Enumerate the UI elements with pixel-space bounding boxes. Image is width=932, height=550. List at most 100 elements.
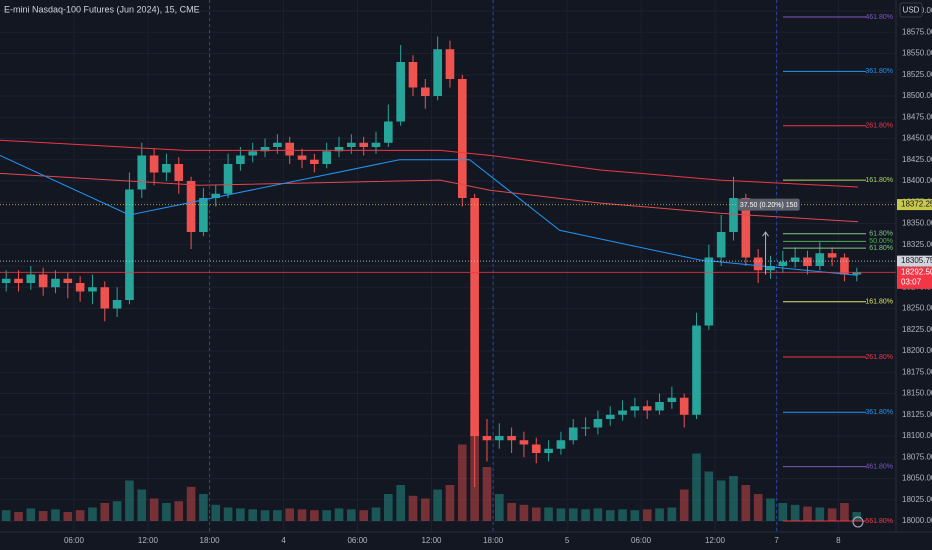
fib-label: 361.80% bbox=[865, 68, 893, 75]
volume-bar bbox=[655, 508, 664, 521]
x-tick-label: 4 bbox=[281, 536, 286, 545]
candle-body bbox=[1, 278, 11, 283]
volume-bar bbox=[482, 467, 492, 521]
volume-bar bbox=[568, 508, 578, 521]
volume-bar bbox=[729, 476, 738, 521]
y-tick-label: 18450.00 bbox=[902, 134, 932, 143]
currency-button[interactable] bbox=[899, 2, 923, 18]
candle-body bbox=[667, 397, 677, 402]
volume-bar bbox=[519, 504, 529, 521]
candle-body bbox=[26, 274, 36, 283]
candle-body bbox=[445, 49, 455, 79]
volume-bar bbox=[285, 508, 295, 521]
volume-bar bbox=[322, 510, 332, 521]
axes: 18000.00 18025.00 18050.00 18075.00 18100.00… bbox=[64, 6, 932, 545]
ma-line bbox=[0, 139, 859, 188]
volume-bar bbox=[334, 508, 344, 521]
candle-body bbox=[63, 278, 73, 283]
y-tick-label: 18575.00 bbox=[902, 27, 932, 36]
candle-body bbox=[790, 257, 800, 262]
fib-label: 61.80% bbox=[869, 231, 893, 238]
volume-bar bbox=[840, 503, 849, 521]
volume-bar bbox=[667, 507, 677, 521]
volume-bar bbox=[273, 510, 282, 521]
candle-body bbox=[655, 402, 664, 411]
volume-bar bbox=[149, 498, 159, 521]
volume-bar bbox=[852, 512, 862, 521]
y-tick-label: 18075.00 bbox=[902, 452, 932, 461]
volume-bar bbox=[556, 508, 566, 521]
volume-bar bbox=[408, 495, 418, 521]
volume-bar bbox=[827, 508, 837, 521]
candle-body bbox=[408, 62, 418, 88]
y-tick-label: 18200.00 bbox=[902, 346, 932, 355]
candle-body bbox=[162, 164, 171, 173]
candle-body bbox=[186, 181, 196, 232]
volume-bar bbox=[137, 489, 147, 521]
ma-line bbox=[0, 155, 859, 276]
volume-bar bbox=[531, 507, 541, 521]
candle-body bbox=[605, 414, 615, 419]
x-tick-label: 06:00 bbox=[631, 536, 652, 545]
y-tick-label: 18125.00 bbox=[902, 410, 932, 419]
price-tag bbox=[897, 255, 932, 267]
fib-label: 50.00% bbox=[869, 238, 893, 245]
candle-body bbox=[778, 261, 788, 266]
volume-bar bbox=[297, 509, 307, 521]
candle-body bbox=[223, 164, 233, 194]
candle-body bbox=[519, 440, 529, 445]
candle-body bbox=[840, 257, 849, 275]
volume-bar bbox=[14, 512, 23, 521]
volume-bar bbox=[790, 504, 800, 521]
y-tick-label: 18225.00 bbox=[902, 325, 932, 334]
candle-body bbox=[544, 448, 553, 453]
replay-icon[interactable] bbox=[852, 516, 864, 528]
candle-body bbox=[556, 440, 566, 449]
y-tick-label: 18500.00 bbox=[902, 91, 932, 100]
volume-bar bbox=[100, 503, 110, 521]
candle-body bbox=[482, 436, 492, 441]
y-tick-label: 18550.00 bbox=[902, 49, 932, 58]
volume-bar bbox=[420, 498, 430, 521]
candle-body bbox=[642, 406, 652, 411]
candle-body bbox=[741, 198, 751, 258]
volume-bar bbox=[716, 480, 726, 521]
candle-body bbox=[14, 278, 23, 283]
candle-body bbox=[149, 155, 159, 173]
x-tick-label: 06:00 bbox=[64, 536, 85, 545]
candle-body bbox=[396, 62, 405, 122]
candle-body bbox=[112, 300, 122, 309]
y-tick-label: 18100.00 bbox=[902, 431, 932, 440]
currency-label[interactable]: USD bbox=[903, 6, 920, 15]
y-tick-label: 18475.00 bbox=[902, 112, 932, 121]
y-tick-label: 18000.00 bbox=[902, 516, 932, 525]
volume-bar bbox=[310, 510, 319, 521]
volume-bar bbox=[581, 509, 590, 521]
x-tick-label: 18:00 bbox=[200, 536, 221, 545]
annotation-arrow bbox=[762, 231, 769, 275]
candle-body bbox=[211, 193, 221, 198]
volume-bar bbox=[704, 471, 714, 521]
volume-bar bbox=[26, 508, 36, 521]
x-tick-label: 7 bbox=[774, 536, 779, 545]
candle-body bbox=[581, 427, 590, 429]
volume-bar bbox=[593, 508, 603, 521]
candle-body bbox=[729, 198, 738, 232]
candle-body bbox=[310, 159, 319, 164]
candle-body bbox=[716, 232, 726, 258]
candle-body bbox=[803, 257, 812, 266]
volume-bar bbox=[507, 503, 516, 521]
volume-bar bbox=[112, 501, 122, 521]
candle-body bbox=[494, 436, 504, 441]
fib-label: 261.80% bbox=[865, 354, 893, 361]
x-tick-label: 18:00 bbox=[483, 536, 504, 545]
candle-body bbox=[679, 397, 689, 415]
y-tick-label: 18175.00 bbox=[902, 367, 932, 376]
volume-bar bbox=[778, 503, 788, 521]
volume-bar bbox=[38, 511, 48, 521]
x-tick-label: 06:00 bbox=[347, 536, 368, 545]
volume-bar bbox=[741, 485, 751, 521]
fib-label: 561.80% bbox=[865, 518, 893, 525]
candle-body bbox=[51, 278, 60, 288]
